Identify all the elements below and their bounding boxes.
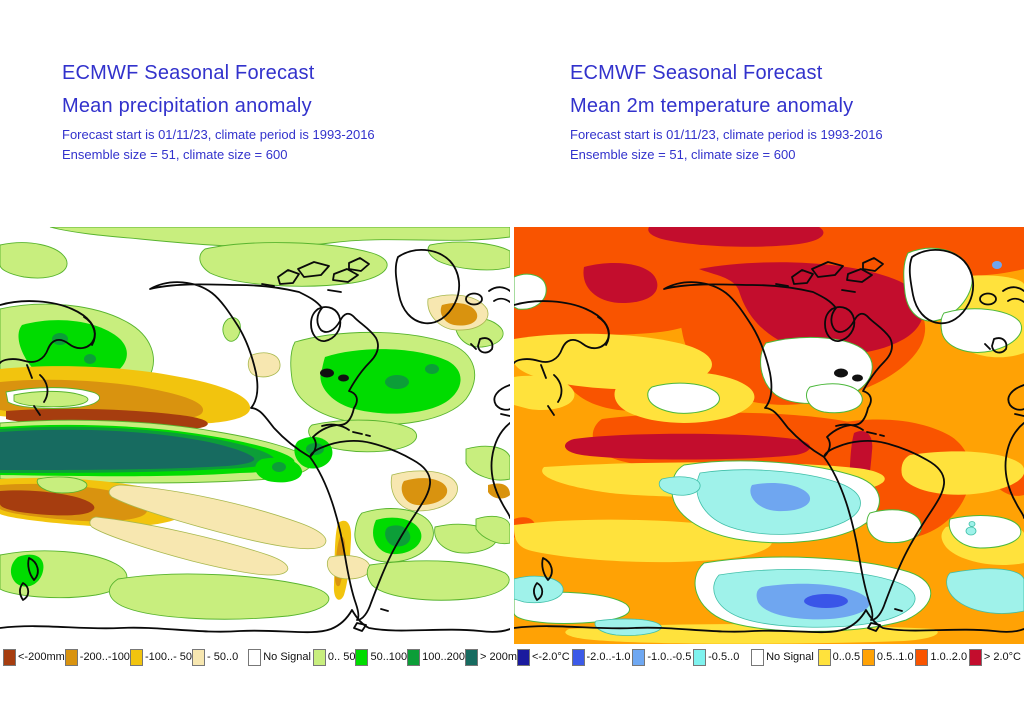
legend-item: 0..0.5 [817,648,861,666]
legend-label: 0..0.5 [832,651,861,663]
temperature-title-block: ECMWF Seasonal Forecast Mean 2m temperat… [570,62,883,162]
temperature-map [514,227,1024,644]
legend-item: > 200mm [464,648,527,666]
legend-swatch [407,648,421,666]
legend-label: No Signal [766,651,814,663]
forecast-info-line: Forecast start is 01/11/23, climate peri… [570,127,883,142]
legend-swatch [355,648,369,666]
precipitation-legend: <-200mm -200..-100 -100..- 50 - 50..0 No Sig… [3,645,526,669]
legend-swatch [968,648,982,666]
legend-item: -0.5..0 [693,648,740,666]
legend-swatch [861,648,875,666]
legend-item: No Signal [751,648,814,666]
legend-label: No Signal [263,651,311,663]
legend-item: -100..- 50 [129,648,193,666]
legend-swatch [464,648,478,666]
legend-item: 0.5..1.0 [861,648,914,666]
legend-label: -200..-100 [79,651,130,663]
legend-label: <-200mm [18,651,65,663]
legend-label: 0.. 50 [327,651,356,663]
legend-item: 0.. 50 [312,648,356,666]
panel-subtitle: Mean 2m temperature anomaly [570,95,854,117]
legend-label: 1.0..2.0 [930,651,968,663]
legend-label: -100..- 50 [144,651,193,663]
legend-item: 100..200 [407,648,465,666]
precipitation-title-block: ECMWF Seasonal Forecast Mean precipitati… [62,62,375,162]
legend-swatch [571,648,585,666]
el-nino-warm-tongue [564,433,811,460]
legend-swatch [312,648,326,666]
legend-item: 50..100 [355,648,408,666]
legend-item: -2.0..-1.0 [571,648,631,666]
legend-item: No Signal [248,648,311,666]
legend-swatch [751,648,765,666]
temp-anomaly-field [514,227,1024,644]
legend-label: <-2.0°C [532,651,570,663]
legend-label: -1.0..-0.5 [647,651,692,663]
legend-item: -200..-100 [64,648,130,666]
legend-label: - 50..0 [207,651,239,663]
legend-label: -2.0..-1.0 [586,651,631,663]
uruguay-wet-core [354,508,434,563]
panel-title: ECMWF Seasonal Forecast [570,62,823,84]
panel-subtitle: Mean precipitation anomaly [62,95,312,117]
legend-item: > 2.0°C [968,648,1021,666]
legend-swatch [817,648,831,666]
legend-item: <-200mm [3,648,65,666]
legend-item: -1.0..-0.5 [632,648,692,666]
el-nino-wet-band [0,419,312,484]
legend-label: > 200mm [479,651,527,663]
legend-swatch [693,648,707,666]
temperature-legend: <-2.0°C -2.0..-1.0 -1.0..-0.5 -0.5..0 No Sig… [517,645,1021,669]
legend-swatch [129,648,143,666]
panel-title: ECMWF Seasonal Forecast [62,62,315,84]
legend-label: 100..200 [422,651,465,663]
legend-swatch [248,648,262,666]
ensemble-info-line: Ensemble size = 51, climate size = 600 [62,147,288,162]
temperature-map-svg [514,227,1024,644]
legend-swatch [517,648,530,666]
legend-item: - 50..0 [192,648,239,666]
legend-swatch [192,648,206,666]
legend-swatch [64,648,78,666]
legend-label: -0.5..0 [708,651,740,663]
ensemble-info-line: Ensemble size = 51, climate size = 600 [570,147,796,162]
precipitation-map [0,227,510,644]
legend-item: <-2.0°C [517,648,570,666]
precipitation-map-svg [0,227,510,644]
forecast-info-line: Forecast start is 01/11/23, climate peri… [62,127,375,142]
legend-swatch [915,648,929,666]
legend-label: > 2.0°C [983,651,1021,663]
legend-label: 50..100 [370,651,408,663]
legend-swatch [3,648,16,666]
legend-label: 0.5..1.0 [876,651,914,663]
legend-swatch [632,648,646,666]
precip-anomaly-field [0,227,510,620]
legend-item: 1.0..2.0 [915,648,968,666]
